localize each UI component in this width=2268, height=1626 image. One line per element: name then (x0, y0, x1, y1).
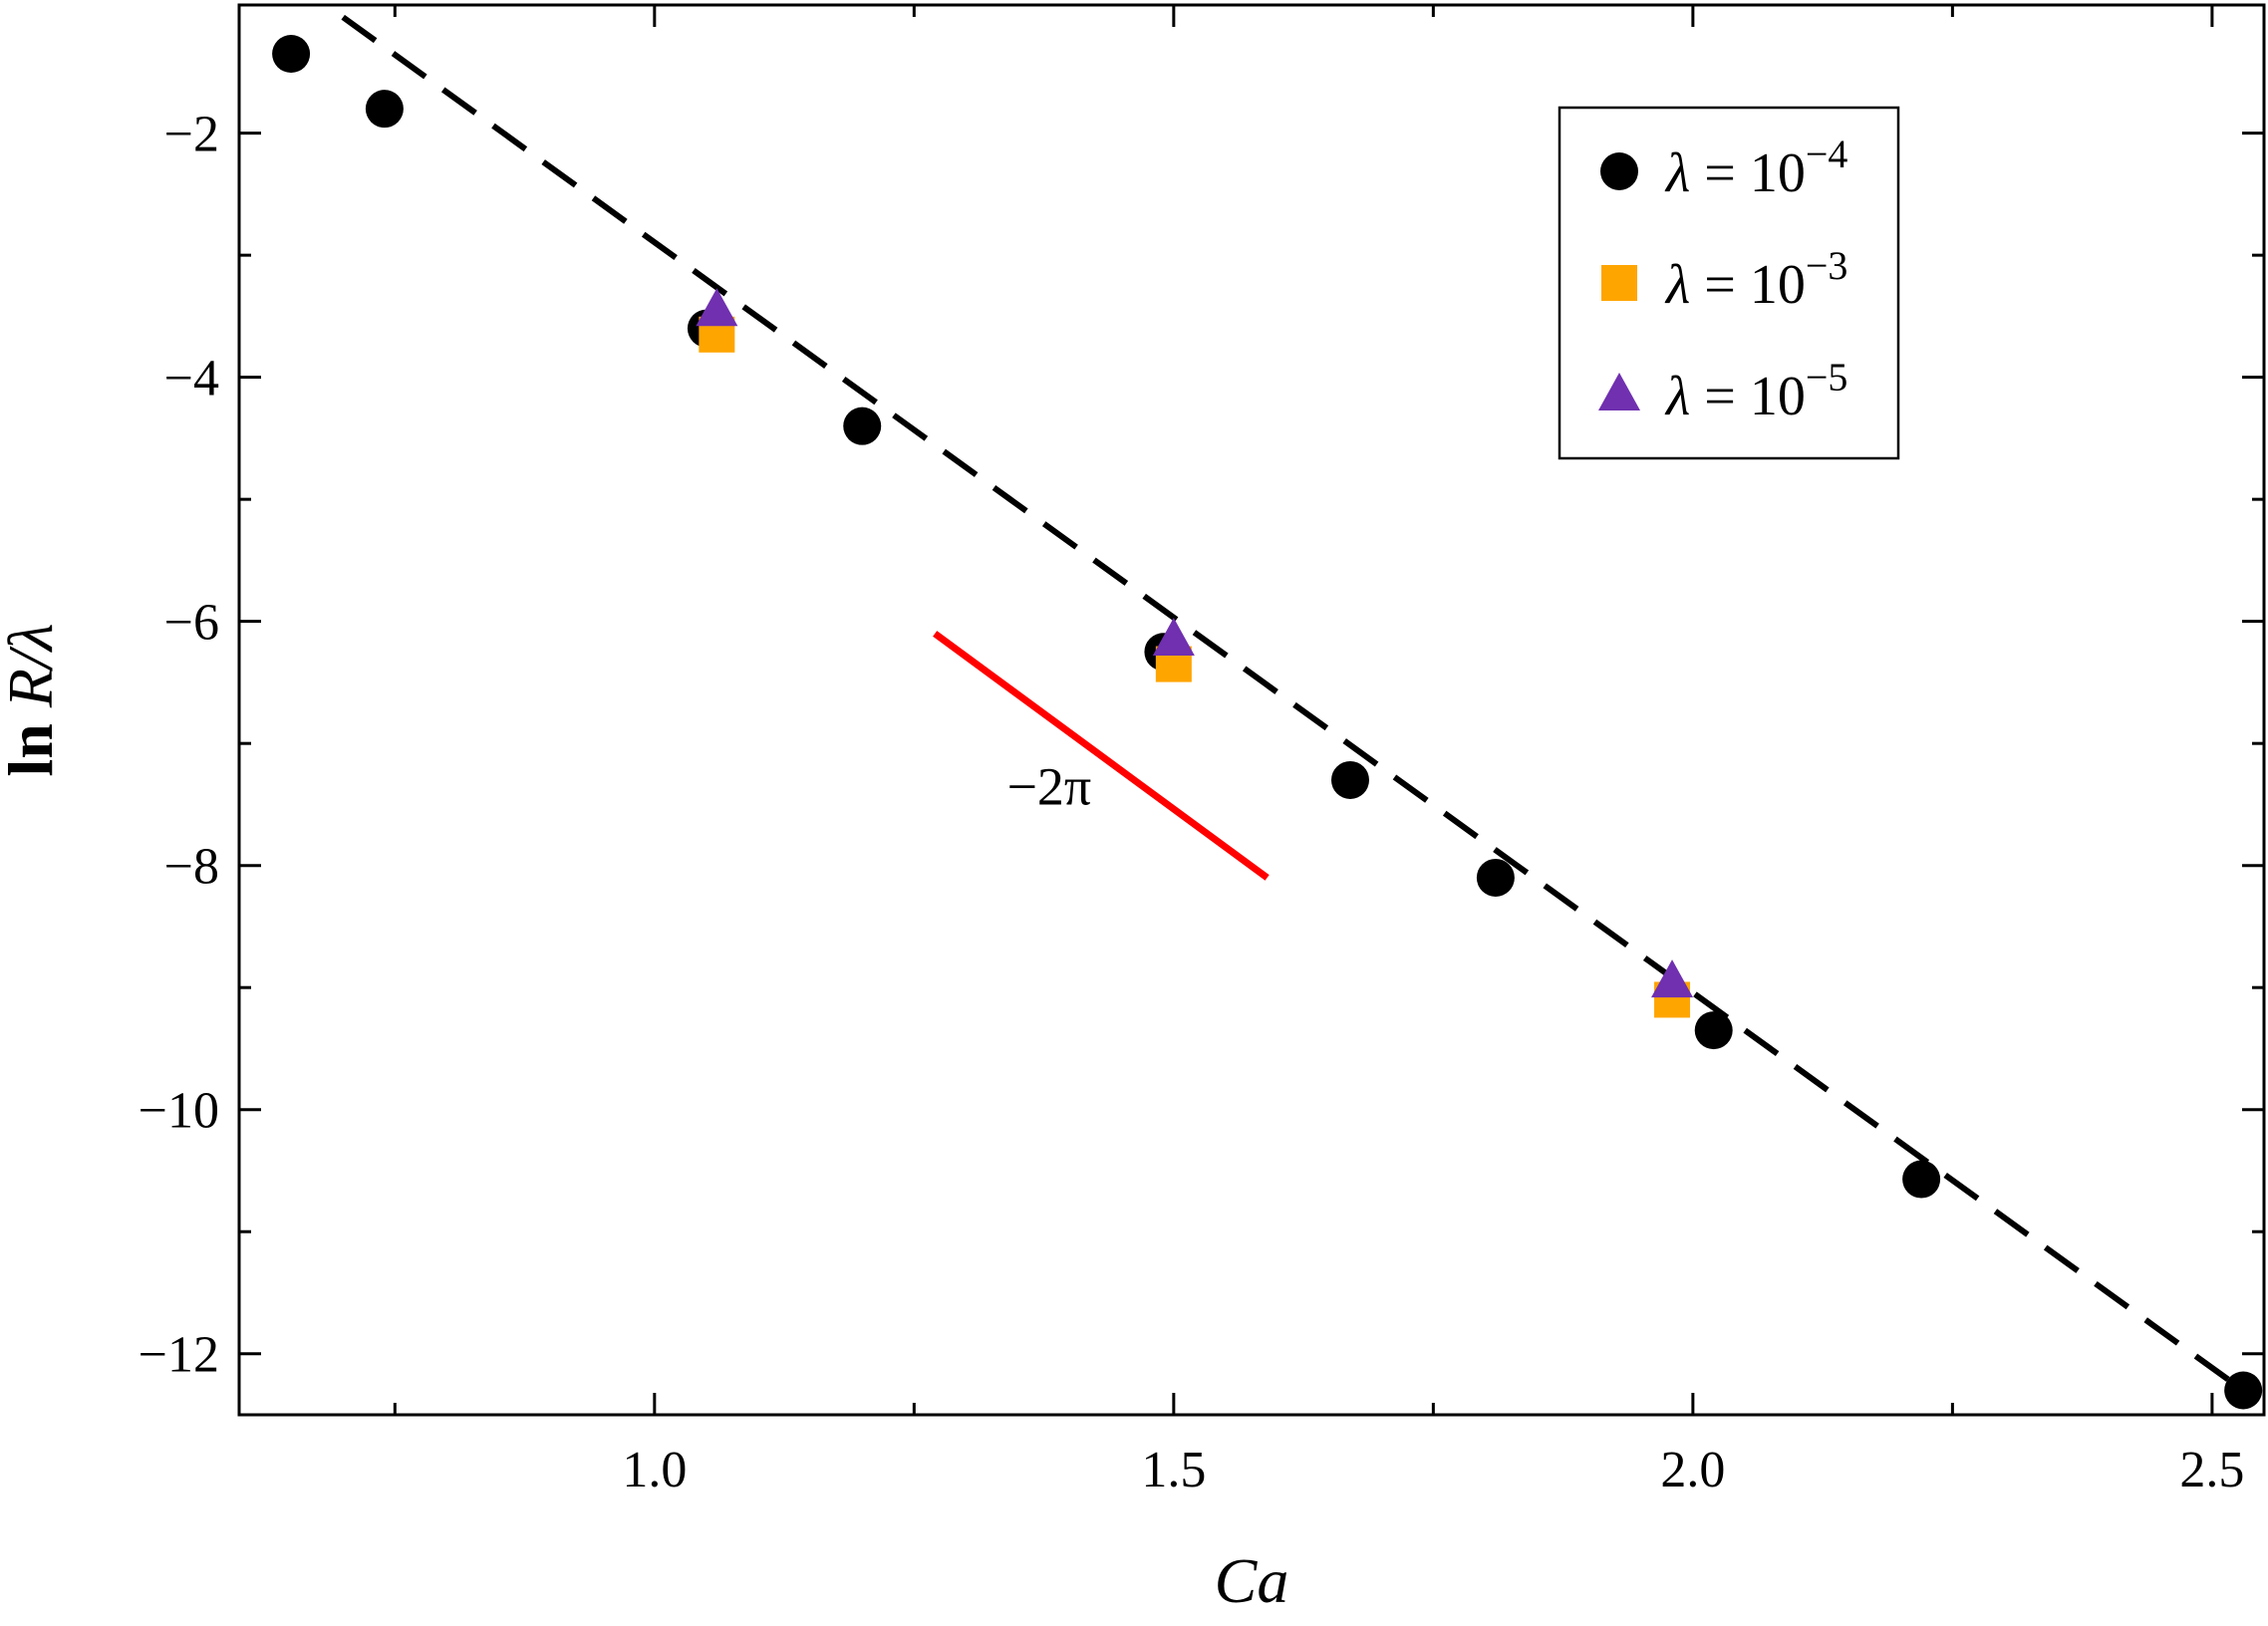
legend-label-2: λ = 10−3 (1664, 243, 1847, 316)
y-axis-title: ln R/λ (0, 624, 66, 777)
y-tick-label: −2 (164, 107, 219, 163)
legend-marker-3 (1598, 373, 1640, 410)
data-point-series-1 (2224, 1371, 2263, 1410)
data-point-series-1 (1330, 760, 1369, 799)
data-point-series-1 (1476, 858, 1515, 897)
slope-label: −2π (1006, 756, 1091, 816)
data-points (272, 35, 2263, 1410)
legend: λ = 10−4 λ = 10−3 λ = 10−5 (1558, 106, 1900, 460)
y-axis-title-part: ln (0, 707, 66, 776)
legend-marker-1 (1600, 152, 1638, 190)
plot-area-frame (237, 3, 2266, 1417)
legend-marker-2 (1601, 265, 1637, 301)
data-point-series-1 (365, 90, 404, 129)
y-tick-label: −8 (164, 839, 219, 896)
x-tick-label: 2.5 (2179, 1442, 2244, 1498)
legend-label-3: λ = 10−5 (1664, 355, 1847, 427)
data-point-series-1 (1694, 1011, 1733, 1050)
axis-tick-labels: 1.0 1.5 2.0 2.5 −2 −4 −6 −8 −10 −12 (139, 107, 2245, 1498)
data-point-series-3 (1651, 959, 1694, 998)
data-point-series-1 (843, 406, 882, 445)
slope-reference-line (933, 631, 1270, 881)
y-tick-label: −10 (139, 1083, 219, 1140)
data-point-series-1 (272, 35, 311, 74)
x-tick-label: 2.0 (1660, 1442, 1725, 1498)
data-point-series-3 (696, 288, 738, 327)
legend-label-1: λ = 10−4 (1664, 132, 1847, 204)
data-point-series-3 (1152, 618, 1195, 657)
x-axis-title: Ca (1215, 1545, 1289, 1616)
x-tick-label: 1.0 (622, 1442, 687, 1498)
x-tick-label: 1.5 (1141, 1442, 1206, 1498)
y-tick-label: −4 (164, 351, 219, 407)
y-tick-label: −6 (164, 595, 219, 652)
data-point-series-1 (1902, 1160, 1941, 1199)
y-axis-title-part: R/λ (0, 624, 66, 709)
axis-ticks (239, 5, 2264, 1415)
y-tick-label: −12 (139, 1327, 219, 1384)
fit-line (341, 14, 2245, 1393)
